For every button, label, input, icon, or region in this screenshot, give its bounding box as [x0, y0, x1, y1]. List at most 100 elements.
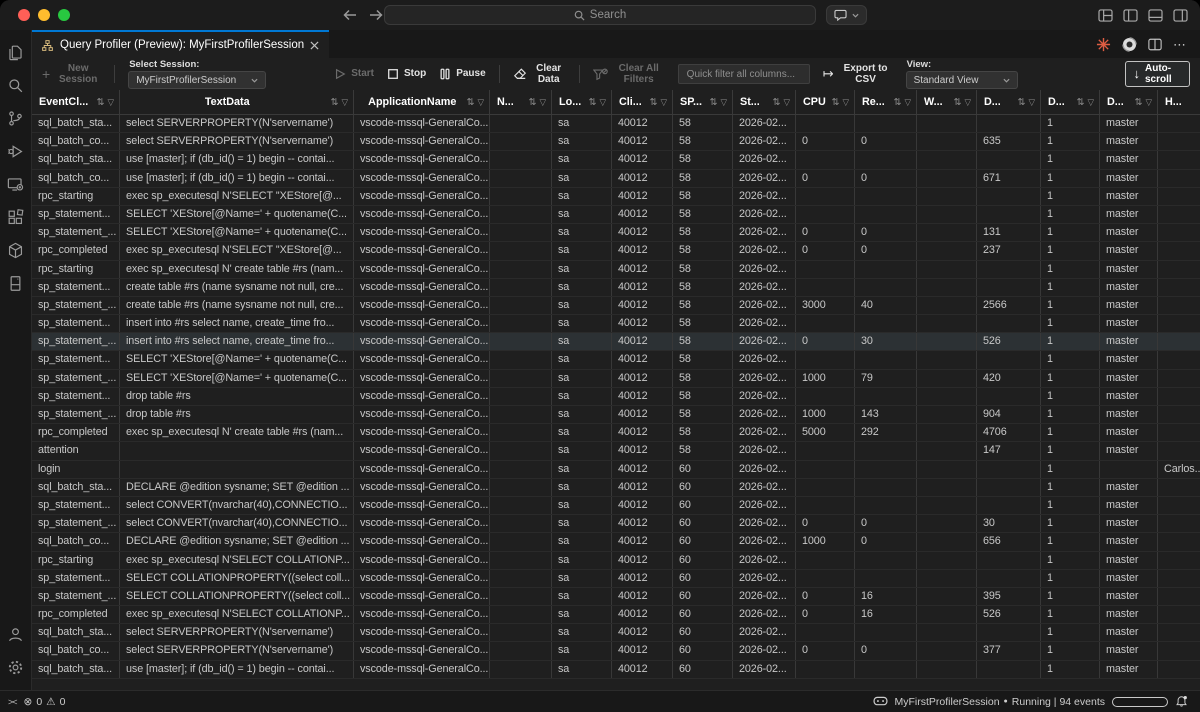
- table-row[interactable]: sql_batch_co... select SERVERPROPERTY(N's…: [32, 133, 1200, 152]
- sort-icon[interactable]: ⇅: [528, 96, 537, 108]
- copilot-chat-button[interactable]: [826, 5, 867, 25]
- back-icon[interactable]: [343, 9, 357, 21]
- minimize-window-button[interactable]: [38, 9, 50, 21]
- sort-icon[interactable]: ⇅: [96, 96, 105, 108]
- stop-button[interactable]: Stop: [387, 68, 426, 80]
- table-row[interactable]: sql_batch_co... DECLARE @edition sysname;…: [32, 533, 1200, 552]
- table-row[interactable]: sp_statement_... SELECT 'XEStore[@Name=' …: [32, 224, 1200, 243]
- column-header-ntusername[interactable]: N... ⇅ ▽: [490, 90, 552, 114]
- toggle-secondary-sidebar-icon[interactable]: [1173, 8, 1188, 22]
- filter-icon[interactable]: ▽: [904, 96, 911, 107]
- column-header-eventclass[interactable]: EventCl... ⇅ ▽: [32, 90, 120, 114]
- sort-icon[interactable]: ⇅: [649, 96, 658, 108]
- column-header-spid[interactable]: SP... ⇅ ▽: [673, 90, 733, 114]
- filter-icon[interactable]: ▽: [783, 96, 790, 107]
- filter-icon[interactable]: ▽: [964, 96, 971, 107]
- column-header-clientprocessid[interactable]: Cli... ⇅ ▽: [612, 90, 673, 114]
- settings-gear-icon[interactable]: [0, 651, 32, 684]
- explorer-icon[interactable]: [0, 36, 32, 69]
- database-server-icon[interactable]: [0, 267, 32, 300]
- tab-query-profiler[interactable]: Query Profiler (Preview): MyFirstProfile…: [32, 30, 330, 58]
- table-row[interactable]: sql_batch_co... select SERVERPROPERTY(N's…: [32, 642, 1200, 661]
- swirl-extension-icon[interactable]: [1122, 36, 1137, 52]
- table-row[interactable]: sql_batch_sta... DECLARE @edition sysname…: [32, 478, 1200, 497]
- table-row[interactable]: sp_statement... SELECT 'XEStore[@Name=' +…: [32, 351, 1200, 370]
- filter-icon[interactable]: ▽: [842, 96, 849, 107]
- filter-icon[interactable]: ▽: [720, 96, 727, 107]
- table-row[interactable]: rpc_completed exec sp_executesql N' creat…: [32, 424, 1200, 443]
- starburst-extension-icon[interactable]: [1096, 37, 1111, 52]
- sort-icon[interactable]: ⇅: [893, 96, 902, 108]
- table-row[interactable]: sp_statement... select CONVERT(nvarchar(4…: [32, 496, 1200, 516]
- column-header-applicationname[interactable]: ApplicationName ⇅ ▽: [354, 90, 490, 114]
- table-row[interactable]: rpc_starting exec sp_executesql N'SELECT …: [32, 187, 1200, 206]
- more-actions-icon[interactable]: ⋯: [1173, 36, 1186, 52]
- extensions-icon[interactable]: [0, 201, 32, 234]
- table-row[interactable]: sp_statement... SELECT COLLATIONPROPERTY(…: [32, 569, 1200, 588]
- accounts-icon[interactable]: [0, 618, 32, 651]
- customize-layout-icon[interactable]: [1098, 8, 1113, 22]
- table-row[interactable]: sql_batch_sta... select SERVERPROPERTY(N'…: [32, 115, 1200, 134]
- column-header-starttime[interactable]: St... ⇅ ▽: [733, 90, 796, 114]
- search-sidebar-icon[interactable]: [0, 69, 32, 102]
- table-row[interactable]: sp_statement_... create table #rs (name s…: [32, 296, 1200, 316]
- close-window-button[interactable]: [18, 9, 30, 21]
- filter-icon[interactable]: ▽: [1145, 96, 1152, 107]
- table-row[interactable]: rpc_starting exec sp_executesql N'SELECT …: [32, 551, 1200, 570]
- column-header-cpu[interactable]: CPU ⇅ ▽: [796, 90, 855, 114]
- column-header-reads[interactable]: Re... ⇅ ▽: [855, 90, 917, 114]
- table-row[interactable]: sql_batch_sta... select SERVERPROPERTY(N'…: [32, 624, 1200, 643]
- session-select[interactable]: MyFirstProfilerSession: [128, 71, 267, 89]
- sort-icon[interactable]: ⇅: [588, 96, 597, 108]
- problems-indicator[interactable]: ⊗ 0 ⚠ 0: [24, 696, 66, 708]
- start-button[interactable]: Start: [334, 68, 374, 80]
- table-row[interactable]: sp_statement_... SELECT COLLATIONPROPERTY…: [32, 587, 1200, 607]
- export-csv-button[interactable]: ↦ Export to CSV: [822, 62, 888, 86]
- column-header-databaseid[interactable]: D... ⇅ ▽: [1041, 90, 1100, 114]
- filter-icon[interactable]: ▽: [1028, 96, 1035, 107]
- column-header-loginname[interactable]: Lo... ⇅ ▽: [552, 90, 612, 114]
- split-editor-icon[interactable]: [1148, 38, 1162, 51]
- table-row[interactable]: sql_batch_sta... use [master]; if (db_id(…: [32, 660, 1200, 679]
- table-row[interactable]: sp_statement_... drop table #rs vscode-mss…: [32, 406, 1200, 425]
- filter-icon[interactable]: ▽: [341, 96, 348, 107]
- clear-data-button[interactable]: Clear Data: [513, 63, 566, 86]
- clear-all-filters-button[interactable]: Clear All Filters: [592, 63, 665, 86]
- filter-icon[interactable]: ▽: [1087, 96, 1094, 107]
- remote-explorer-icon[interactable]: [0, 168, 32, 201]
- table-row[interactable]: rpc_starting exec sp_executesql N' create…: [32, 260, 1200, 279]
- sort-icon[interactable]: ⇅: [1076, 96, 1085, 108]
- table-row[interactable]: sp_statement... drop table #rs vscode-mssq…: [32, 387, 1200, 406]
- toggle-primary-sidebar-icon[interactable]: [1123, 8, 1138, 22]
- search-input[interactable]: Search: [384, 5, 816, 25]
- sort-icon[interactable]: ⇅: [330, 96, 339, 108]
- table-row[interactable]: sp_statement... insert into #rs select na…: [32, 315, 1200, 334]
- table-row[interactable]: sp_statement_... SELECT 'XEStore[@Name=' …: [32, 369, 1200, 388]
- containers-icon[interactable]: [0, 234, 32, 267]
- column-header-databasename[interactable]: D... ⇅ ▽: [1100, 90, 1158, 114]
- column-header-writes[interactable]: W... ⇅ ▽: [917, 90, 977, 114]
- notifications-bell-icon[interactable]: [1175, 695, 1188, 708]
- sort-icon[interactable]: ⇅: [1017, 96, 1026, 108]
- toggle-panel-icon[interactable]: [1148, 8, 1163, 22]
- run-debug-icon[interactable]: [0, 135, 32, 168]
- remote-indicator[interactable]: ><: [8, 697, 17, 707]
- column-header-hostname[interactable]: H...⇅: [1158, 90, 1200, 114]
- table-row[interactable]: sp_statement... create table #rs (name sy…: [32, 278, 1200, 297]
- profiler-session-status[interactable]: MyFirstProfilerSession ● Running | 94 ev…: [895, 696, 1105, 708]
- column-header-textdata[interactable]: TextData ⇅ ▽: [120, 90, 354, 114]
- quick-filter-input[interactable]: [677, 64, 810, 84]
- autoscroll-toggle-button[interactable]: ↓ Auto-scroll: [1124, 61, 1190, 87]
- sort-icon[interactable]: ⇅: [709, 96, 718, 108]
- table-row[interactable]: login vscode-mssql-GeneralCo... sa 40012 60 2…: [32, 460, 1200, 479]
- table-row[interactable]: rpc_completed exec sp_executesql N'SELECT…: [32, 242, 1200, 261]
- filter-icon[interactable]: ▽: [599, 96, 606, 107]
- zoom-window-button[interactable]: [58, 9, 70, 21]
- copilot-status-icon[interactable]: [873, 696, 888, 707]
- view-select[interactable]: Standard View: [905, 71, 1018, 89]
- filter-icon[interactable]: ▽: [660, 96, 667, 107]
- new-session-button[interactable]: + New Session: [42, 62, 98, 86]
- forward-icon[interactable]: [369, 9, 383, 21]
- pause-button[interactable]: Pause: [439, 68, 486, 80]
- table-row[interactable]: sp_statement_... insert into #rs select n…: [32, 333, 1200, 352]
